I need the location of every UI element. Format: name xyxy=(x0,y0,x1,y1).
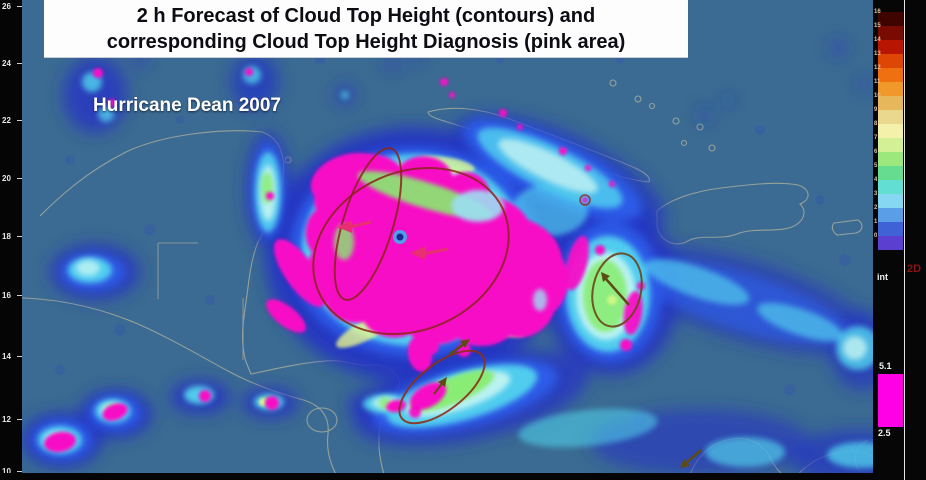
lat-tick-label: 16 xyxy=(2,291,11,300)
title-line-2: corresponding Cloud Top Height Diagnosis… xyxy=(106,30,626,53)
lat-tick-mark xyxy=(17,6,22,7)
lat-tick-mark xyxy=(17,178,22,179)
colorbar-block xyxy=(878,194,903,208)
storm-name-label: Hurricane Dean 2007 xyxy=(93,95,281,116)
colorbar-block xyxy=(878,96,903,110)
lat-tick-mark xyxy=(17,236,22,237)
colorbar-block xyxy=(878,12,903,26)
lat-tick-mark xyxy=(17,419,22,420)
ocean-speckle xyxy=(55,55,851,426)
lat-tick-mark xyxy=(17,356,22,357)
colorbar-tick-label: 12 xyxy=(874,65,881,71)
diagnosis-scale-top-value: 5.1 xyxy=(879,361,892,371)
colorbar-tick-label: 6 xyxy=(874,149,878,155)
colorbar-block xyxy=(878,40,903,54)
colorbar-block xyxy=(878,180,903,194)
lat-tick-mark xyxy=(17,63,22,64)
lat-tick-label: 24 xyxy=(2,59,11,68)
colorbar-tick-label: 4 xyxy=(874,177,878,183)
motion-arrow-west-2 xyxy=(410,246,426,260)
colorbar-tick-label: 3 xyxy=(874,191,878,197)
colorbar-tick-label: 14 xyxy=(874,37,881,43)
colorbar-tick-label: 10 xyxy=(874,93,881,99)
lat-tick-label: 12 xyxy=(2,415,11,424)
motion-arrow-west-1 xyxy=(337,220,352,233)
lat-tick-label: 14 xyxy=(2,352,11,361)
lat-tick-mark xyxy=(17,295,22,296)
lat-tick-label: 18 xyxy=(2,232,11,241)
colorbar-block xyxy=(878,138,903,152)
lat-tick-mark xyxy=(17,120,22,121)
forecast-contour-inner xyxy=(333,147,403,301)
colorbar-block xyxy=(878,236,903,250)
hispaniola-coast xyxy=(656,182,809,245)
colorbar-tick-label: 15 xyxy=(874,23,881,29)
lat-tick-label: 10 xyxy=(2,467,11,476)
hurricane-eye xyxy=(393,230,407,244)
panel-divider-line xyxy=(904,0,905,480)
forecast-contour-east xyxy=(591,252,643,328)
title-box: 2 h Forecast of Cloud Top Height (contou… xyxy=(44,0,688,58)
colorbar-tick-label: 5 xyxy=(874,163,878,169)
colorbar-block xyxy=(878,110,903,124)
colorbar-tick-label: 9 xyxy=(874,107,878,113)
colorbar-block xyxy=(878,26,903,40)
colorbar-block xyxy=(878,208,903,222)
colorbar-block xyxy=(878,166,903,180)
lat-tick-mark xyxy=(17,471,22,472)
colorbar-tick-label: 0 xyxy=(874,233,878,239)
colorbar-tick-label: 7 xyxy=(874,135,878,141)
colorbar-block xyxy=(878,54,903,68)
lat-tick-label: 22 xyxy=(2,116,11,125)
colorbar-block xyxy=(878,68,903,82)
pacific-coast xyxy=(0,297,340,480)
colorbar-tick-label: 1 xyxy=(874,219,878,225)
puerto-rico-coast xyxy=(831,219,863,236)
colorbar-tick-label: 8 xyxy=(874,121,878,127)
colorbar-block xyxy=(878,124,903,138)
colorbar-block xyxy=(878,82,903,96)
diagnosis-scale-bottom-value: 2.5 xyxy=(878,428,891,438)
colorbar-tick-label: 16 xyxy=(874,9,881,15)
forecast-annotations xyxy=(312,147,702,468)
diagnosis-color-swatch xyxy=(878,374,903,427)
borders xyxy=(157,242,244,360)
lat-tick-label: 20 xyxy=(2,174,11,183)
latitude-axis: 26 24 22 20 18 16 14 12 10 xyxy=(0,0,22,480)
colorbar-panel: 16 15 14 13 12 11 10 9 8 7 6 5 4 3 2 1 0 int 2D 5.1 2.5 xyxy=(873,0,926,480)
lake-nicaragua xyxy=(306,407,338,433)
longitude-axis xyxy=(0,473,926,480)
colorbar-block xyxy=(878,152,903,166)
colorbar-block xyxy=(878,222,903,236)
colorbar-tick-label: 11 xyxy=(874,79,881,85)
colorbar-int-label: int xyxy=(877,272,888,282)
motion-arrow-south-cell xyxy=(460,339,470,348)
title-line-1: 2 h Forecast of Cloud Top Height (contou… xyxy=(136,4,596,27)
motion-arrow-bottom-right xyxy=(680,459,690,468)
lat-tick-label: 26 xyxy=(2,2,11,11)
forecast-contour-main xyxy=(312,166,510,336)
colorbar-tick-label: 2 xyxy=(874,205,878,211)
forecast-contour-south xyxy=(398,349,486,425)
motion-arrow-east-cell xyxy=(601,272,610,282)
colorbar-tick-label: 13 xyxy=(874,51,881,57)
colorbar-2d-label: 2D xyxy=(907,263,922,275)
motion-arrow-south-inner xyxy=(438,377,447,387)
